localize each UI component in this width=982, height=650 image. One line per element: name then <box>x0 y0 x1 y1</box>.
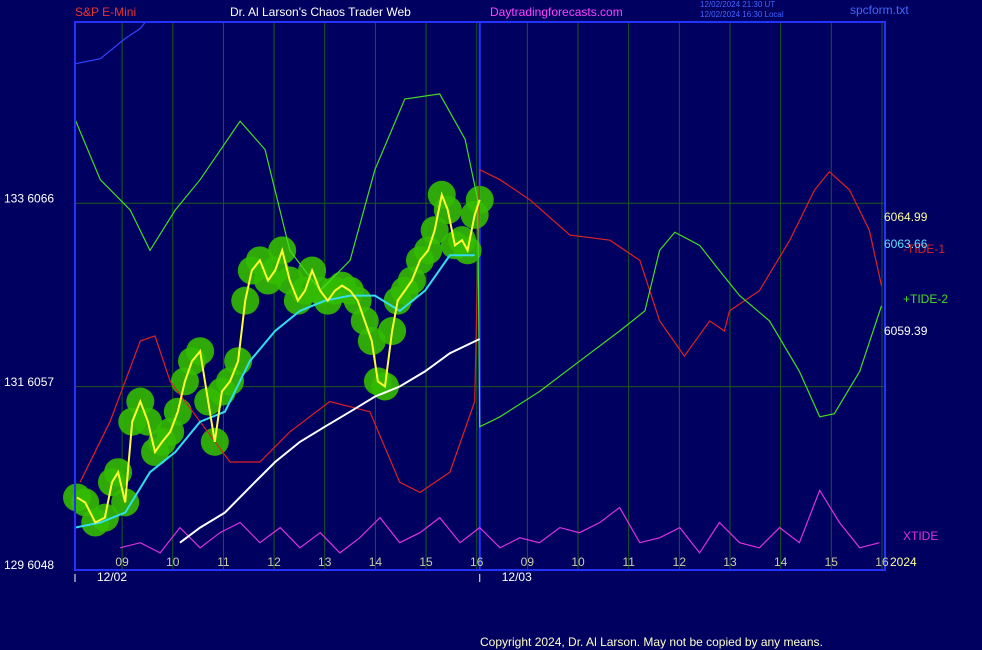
grid <box>74 22 885 571</box>
y-tick-label: 131 6057 <box>4 375 54 389</box>
copyright: Copyright 2024, Dr. Al Larson. May not b… <box>480 635 823 649</box>
y-tick-label: 133 6066 <box>4 191 54 205</box>
year: 2024 <box>890 555 917 569</box>
symbol: S&P E-Mini <box>75 5 136 19</box>
series-line <box>119 488 880 554</box>
x-tick-label: 14 <box>369 555 383 569</box>
date-label: 12/03 <box>502 570 532 584</box>
series-line <box>74 93 883 428</box>
x-tick-label: 16 <box>470 555 484 569</box>
x-tick-label: 15 <box>419 555 433 569</box>
site-title: Dr. Al Larson's Chaos Trader Web <box>230 5 411 19</box>
series-line <box>74 254 475 529</box>
series-label: -TIDE-1 <box>903 242 945 256</box>
x-tick-label: 13 <box>318 555 332 569</box>
price-label: 6063.66 <box>884 237 928 251</box>
series-line <box>179 338 481 544</box>
x-tick-label: 09 <box>115 555 129 569</box>
series-label: +TIDE-2 <box>903 292 948 306</box>
x-tick-label: 12 <box>673 555 687 569</box>
x-tick-label: 11 <box>217 555 230 569</box>
file-name: spcform.txt <box>850 3 909 17</box>
site-url: Daytradingforecasts.com <box>490 5 623 19</box>
series-line <box>79 168 883 494</box>
x-tick-label: 15 <box>825 555 839 569</box>
x-tick-label: 12 <box>267 555 281 569</box>
series-label: XTIDE <box>903 529 938 543</box>
x-tick-label: 11 <box>622 555 635 569</box>
series-line <box>74 21 146 65</box>
price-label: 6064.99 <box>884 210 928 224</box>
time-ut: 12/02/2024 21:30 UT <box>700 0 775 9</box>
x-tick-label: 10 <box>166 555 180 569</box>
x-tick-label: 13 <box>723 555 737 569</box>
date-label: 12/02 <box>97 570 127 584</box>
x-tick-label: 09 <box>521 555 535 569</box>
x-tick-label: 10 <box>571 555 585 569</box>
plot-border <box>74 21 886 571</box>
plot <box>63 21 883 554</box>
y-tick-label: 129 6048 <box>4 558 54 572</box>
x-tick-label: 16 <box>875 555 889 569</box>
time-local: 12/02/2024 16:30 Local <box>700 10 784 19</box>
price-label: 6059.39 <box>884 324 928 338</box>
x-tick-label: 14 <box>774 555 788 569</box>
series-line <box>76 191 481 524</box>
